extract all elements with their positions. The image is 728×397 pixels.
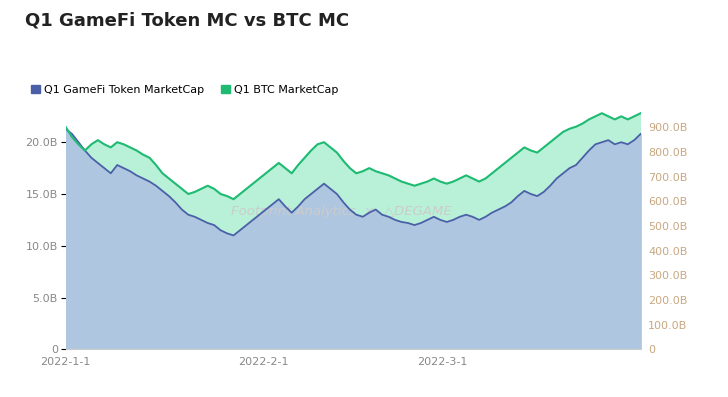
Text: Q1 GameFi Token MC vs BTC MC: Q1 GameFi Token MC vs BTC MC: [25, 12, 349, 30]
Text: Footprint Analytics  ×  △DEGAME: Footprint Analytics × △DEGAME: [232, 205, 452, 218]
Legend: Q1 GameFi Token MarketCap, Q1 BTC MarketCap: Q1 GameFi Token MarketCap, Q1 BTC Market…: [31, 85, 339, 95]
